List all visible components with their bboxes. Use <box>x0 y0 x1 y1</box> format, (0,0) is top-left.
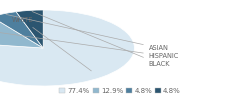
Legend: 77.4%, 12.9%, 4.8%, 4.8%: 77.4%, 12.9%, 4.8%, 4.8% <box>56 85 184 96</box>
Wedge shape <box>16 10 43 48</box>
Text: WHITE: WHITE <box>12 17 91 71</box>
Wedge shape <box>0 17 43 48</box>
Text: HISPANIC: HISPANIC <box>0 28 179 59</box>
Text: BLACK: BLACK <box>32 12 170 67</box>
Wedge shape <box>0 10 134 86</box>
Wedge shape <box>0 12 43 48</box>
Text: ASIAN: ASIAN <box>6 14 169 51</box>
